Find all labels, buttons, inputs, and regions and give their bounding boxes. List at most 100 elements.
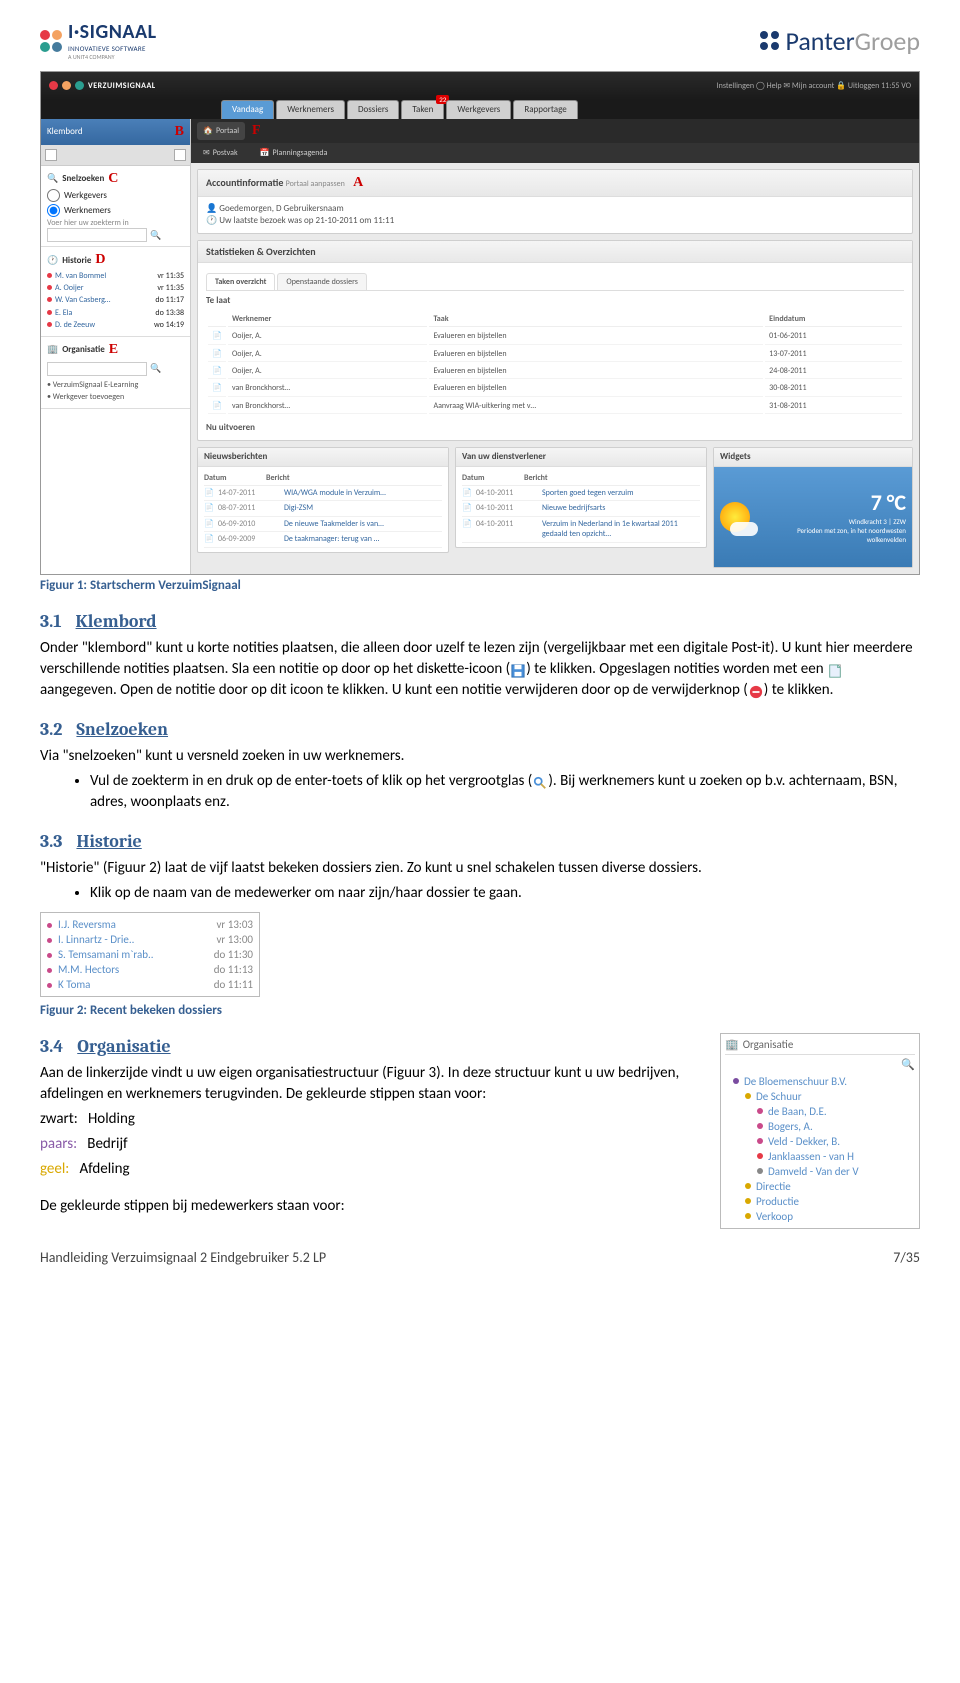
fig3-row[interactable]: Janklaassen - van H [725,1149,915,1164]
inner-tab-dossiers[interactable]: Openstaande dossiers [277,273,366,290]
historie-label: Historie [62,255,91,267]
list-item: Vul de zoekterm in en druk op de enter-t… [90,771,920,813]
main-tab[interactable]: Werkgevers [446,100,511,119]
dienst-row[interactable]: 📄04-10-2011Verzuim in Nederland in 1e kw… [462,517,700,543]
figure-1-caption: Figuur 1: Startscherm VerzuimSignaal [40,578,920,593]
clock-icon: 🕐 [206,215,217,226]
fig3-row[interactable]: Damveld - Van der V [725,1164,915,1179]
fig3-row[interactable]: de Baan, D.E. [725,1104,915,1119]
subtab-portaal[interactable]: 🏠Portaal [197,122,245,140]
note-icon[interactable] [45,149,57,161]
news-row[interactable]: 📄06-09-2010De nieuwe Taakmelder is van… [204,517,442,532]
list-3-3: Klik op de naam van de medewerker om naa… [40,883,920,904]
klembord-header: Klembord B [41,119,190,145]
search-hint: Voer hier uw zoekterm in [47,218,184,228]
news-row[interactable]: 📄06-09-2009De taakmanager: terug van … [204,532,442,547]
heading-3-2: 3.2Snelzoeken [40,719,920,740]
radio-werkgevers-label: Werkgevers [64,190,107,202]
historie-row[interactable]: E. Elado 13:38 [47,307,184,319]
logo-isignaal: I·SIGNAAL INNOVATIEVE SOFTWARE A UNIT4 C… [40,20,157,61]
main-tab[interactable]: Taken22 [401,100,444,119]
magnifier-icon [533,776,547,790]
annotation-A: A [353,175,363,190]
fig3-row[interactable]: Veld - Dekker, B. [725,1134,915,1149]
account-panel: Accountinformatie Portaal aanpassen A 👤 … [197,169,913,234]
last-visit-text: Uw laatste bezoek was op 21-10-2011 om 1… [219,215,394,226]
fig3-row[interactable]: De Schuur [725,1089,915,1104]
home-icon: 🏠 [203,126,213,136]
fig2-row[interactable]: M.M. Hectorsdo 11:13 [45,962,255,977]
historie-row[interactable]: A. Ooijervr 11:35 [47,282,184,294]
table-row[interactable]: 📄Ooijer, A.Evalueren en bijstellen24-08-… [208,364,902,379]
org-icon: 🏢 [47,344,58,356]
pg-dots-icon [760,31,779,50]
app-name: VERZUIMSIGNAAL [88,81,156,91]
subtab-postvak[interactable]: ✉Postvak [197,146,244,160]
fig2-row[interactable]: S. Temsamani m`rab..do 11:30 [45,947,255,962]
table-row[interactable]: 📄Ooijer, A.Evalueren en bijstellen01-06-… [208,329,902,344]
fig3-row[interactable]: Bogers, A. [725,1119,915,1134]
fig3-row[interactable]: Verkoop [725,1209,915,1224]
account-sub[interactable]: Portaal aanpassen [286,179,345,189]
main-tab[interactable]: Werknemers [276,100,345,119]
panter-text: Panter [785,25,854,57]
fig3-row[interactable]: Directie [725,1179,915,1194]
main-tab[interactable]: Rapportage [513,100,577,119]
klembord-toolbar[interactable] [41,145,190,166]
table-row[interactable]: 📄van Bronckhorst…Aanvraag WIA-uitkering … [208,399,902,414]
temperature-value: 7 °C [760,489,906,518]
page-header: I·SIGNAAL INNOVATIEVE SOFTWARE A UNIT4 C… [40,20,920,61]
para-3-3-intro: "Historie" (Figuur 2) laat de vijf laats… [40,858,920,879]
table-row[interactable]: 📄Ooijer, A.Evalueren en bijstellen13-07-… [208,347,902,362]
fig2-row[interactable]: I. Linnartz - Drie..vr 13:00 [45,932,255,947]
fig2-row[interactable]: I.J. Reversmavr 13:03 [45,917,255,932]
historie-row[interactable]: W. Van Casberg…do 11:17 [47,294,184,306]
user-icon: 👤 [206,203,217,214]
logo-subtitle: INNOVATIEVE SOFTWARE [68,44,157,53]
cloud-icon [730,522,758,536]
stats-panel: Statistieken & Overzichten Taken overzic… [197,240,913,441]
org-item[interactable]: • VerzuimSignaal E-Learning [47,379,184,391]
search-input[interactable] [47,228,147,242]
save-icon[interactable] [174,149,186,161]
telaat-label: Te laat [206,295,904,307]
subtabs: 🏠Portaal F [191,119,919,143]
para-3-1: Onder "klembord" kunt u korte notities p… [40,638,920,701]
fig3-title: Organisatie [743,1038,794,1051]
clock-icon: 🕐 [47,255,58,267]
org-search-input[interactable] [47,362,147,376]
main-tab[interactable]: Dossiers [347,100,399,119]
widgets-panel: Widgets 7 °C Windkracht 3 | ZZW Perioden… [713,447,913,568]
table-row[interactable]: 📄van Bronckhorst…Evalueren en bijstellen… [208,381,902,396]
inner-tab-taken[interactable]: Taken overzicht [206,273,275,290]
main-tab[interactable]: Vandaag [221,100,274,119]
magnifier-icon[interactable]: 🔍 [150,363,161,375]
figure-3: 🏢Organisatie 🔍 De Bloemenschuur B.V.De S… [720,1033,920,1229]
logo-subtitle2: A UNIT4 COMPANY [68,53,157,61]
fig3-row[interactable]: De Bloemenschuur B.V. [725,1074,915,1089]
org-item[interactable]: • Werkgever toevoegen [47,391,184,403]
radio-werkgevers[interactable] [47,189,60,202]
radio-werknemers[interactable] [47,204,60,217]
dienst-row[interactable]: 📄04-10-2011Nieuwe bedrijfsarts [462,501,700,516]
subtab-planning[interactable]: 📅Planningsagenda [254,146,334,160]
radio-werknemers-label: Werknemers [64,205,111,217]
task-table: Werknemer Taak Einddatum 📄Ooijer, A.Eval… [206,310,904,416]
heading-3-1: 3.1Klembord [40,611,920,632]
dienst-row[interactable]: 📄04-10-2011Sporten goed tegen verzuim [462,486,700,501]
greeting-text: Goedemorgen, D Gebruikersnaam [219,203,343,214]
page-footer: Handleiding Verzuimsignaal 2 Eindgebruik… [40,1249,920,1266]
topbar-right-menu[interactable]: Instellingen ◯ Help ✉ Mijn account 🔒 Uit… [717,81,911,91]
magnifier-icon[interactable]: 🔍 [150,230,161,242]
news-row[interactable]: 📄14-07-2011WIA/WGA module in Verzuim… [204,486,442,501]
fig3-row[interactable]: Productie [725,1194,915,1209]
fig2-row[interactable]: K Tomado 11:11 [45,977,255,992]
magnifier-icon[interactable]: 🔍 [901,1058,915,1071]
news-row[interactable]: 📄08-07-2011Digi-ZSM [204,501,442,516]
annotation-D: D [95,251,105,269]
organisatie-label: Organisatie [62,344,105,356]
historie-row[interactable]: M. van Bommelvr 11:35 [47,270,184,282]
klembord-label: Klembord [47,126,83,138]
historie-row[interactable]: D. de Zeeuwwo 14:19 [47,319,184,331]
widgets-title: Widgets [714,448,912,467]
